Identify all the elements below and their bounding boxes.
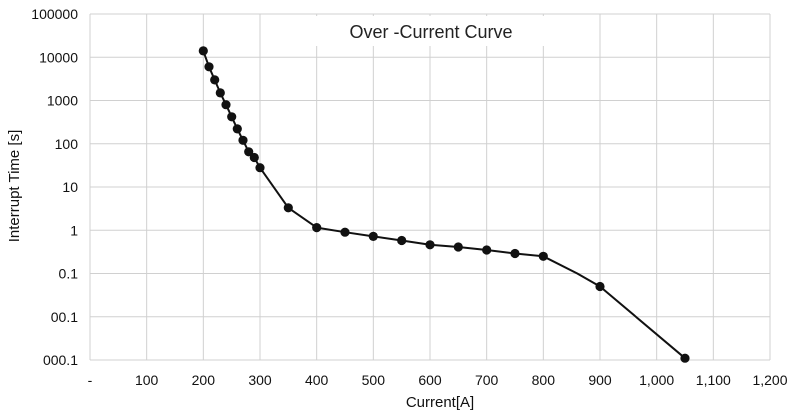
grid-lines — [89, 13, 771, 361]
data-point — [227, 112, 237, 122]
data-point — [538, 251, 548, 261]
data-point — [210, 75, 220, 85]
data-point — [340, 227, 350, 237]
x-tick-label: 800 — [532, 372, 556, 388]
x-tick-label: 200 — [192, 372, 216, 388]
data-point — [510, 248, 520, 259]
y-tick-label: 00.1 — [51, 309, 78, 325]
y-tick-label: 100000 — [31, 6, 78, 22]
data-point — [255, 163, 265, 173]
data-point — [595, 281, 605, 292]
x-axis-title: Current[A] — [406, 394, 474, 411]
x-tick-label: 600 — [418, 372, 442, 388]
y-tick-label: 000.1 — [43, 352, 78, 368]
data-point — [221, 100, 231, 110]
x-tick-label: 100 — [135, 372, 159, 388]
y-tick-labels: 100000 10000 1000 100 10 1 0.1 00.1 000.1 — [31, 6, 78, 368]
x-tick-labels: - 100 200 300 400 500 600 700 800 900 1,000 1,100 1,… — [88, 372, 788, 388]
y-tick-label: 10 — [62, 179, 78, 195]
data-point — [453, 242, 463, 252]
data-point — [482, 245, 492, 255]
y-tick-label: 1 — [70, 222, 78, 238]
data-point — [249, 152, 259, 163]
data-point — [680, 353, 690, 363]
x-tick-label: 300 — [248, 372, 272, 388]
data-point — [244, 147, 254, 157]
y-tick-label: 0.1 — [59, 266, 79, 282]
x-tick-label: - — [88, 372, 93, 388]
data-point — [215, 88, 225, 98]
x-tick-label: 1,000 — [639, 372, 674, 388]
x-tick-label: 400 — [305, 372, 329, 388]
x-tick-label: 500 — [362, 372, 386, 388]
data-point — [397, 235, 407, 246]
data-point — [425, 240, 435, 250]
x-tick-label: 1,100 — [696, 372, 731, 388]
data-point — [232, 124, 242, 134]
y-axis-title: Interrupt Time [s] — [6, 130, 23, 243]
title-background — [310, 16, 552, 46]
data-point — [312, 223, 322, 233]
data-point — [238, 135, 248, 145]
x-tick-label: 900 — [588, 372, 612, 388]
chart-title: Over -Current Curve — [349, 22, 512, 42]
x-tick-label: 1,200 — [752, 372, 787, 388]
y-tick-label: 1000 — [47, 93, 78, 109]
data-point — [204, 62, 214, 72]
x-tick-label: 700 — [475, 372, 499, 388]
data-point — [368, 231, 378, 241]
y-tick-label: 100 — [55, 136, 79, 152]
data-point — [283, 203, 293, 213]
data-points — [198, 46, 690, 363]
y-tick-label: 10000 — [39, 49, 78, 65]
data-point — [198, 46, 208, 56]
